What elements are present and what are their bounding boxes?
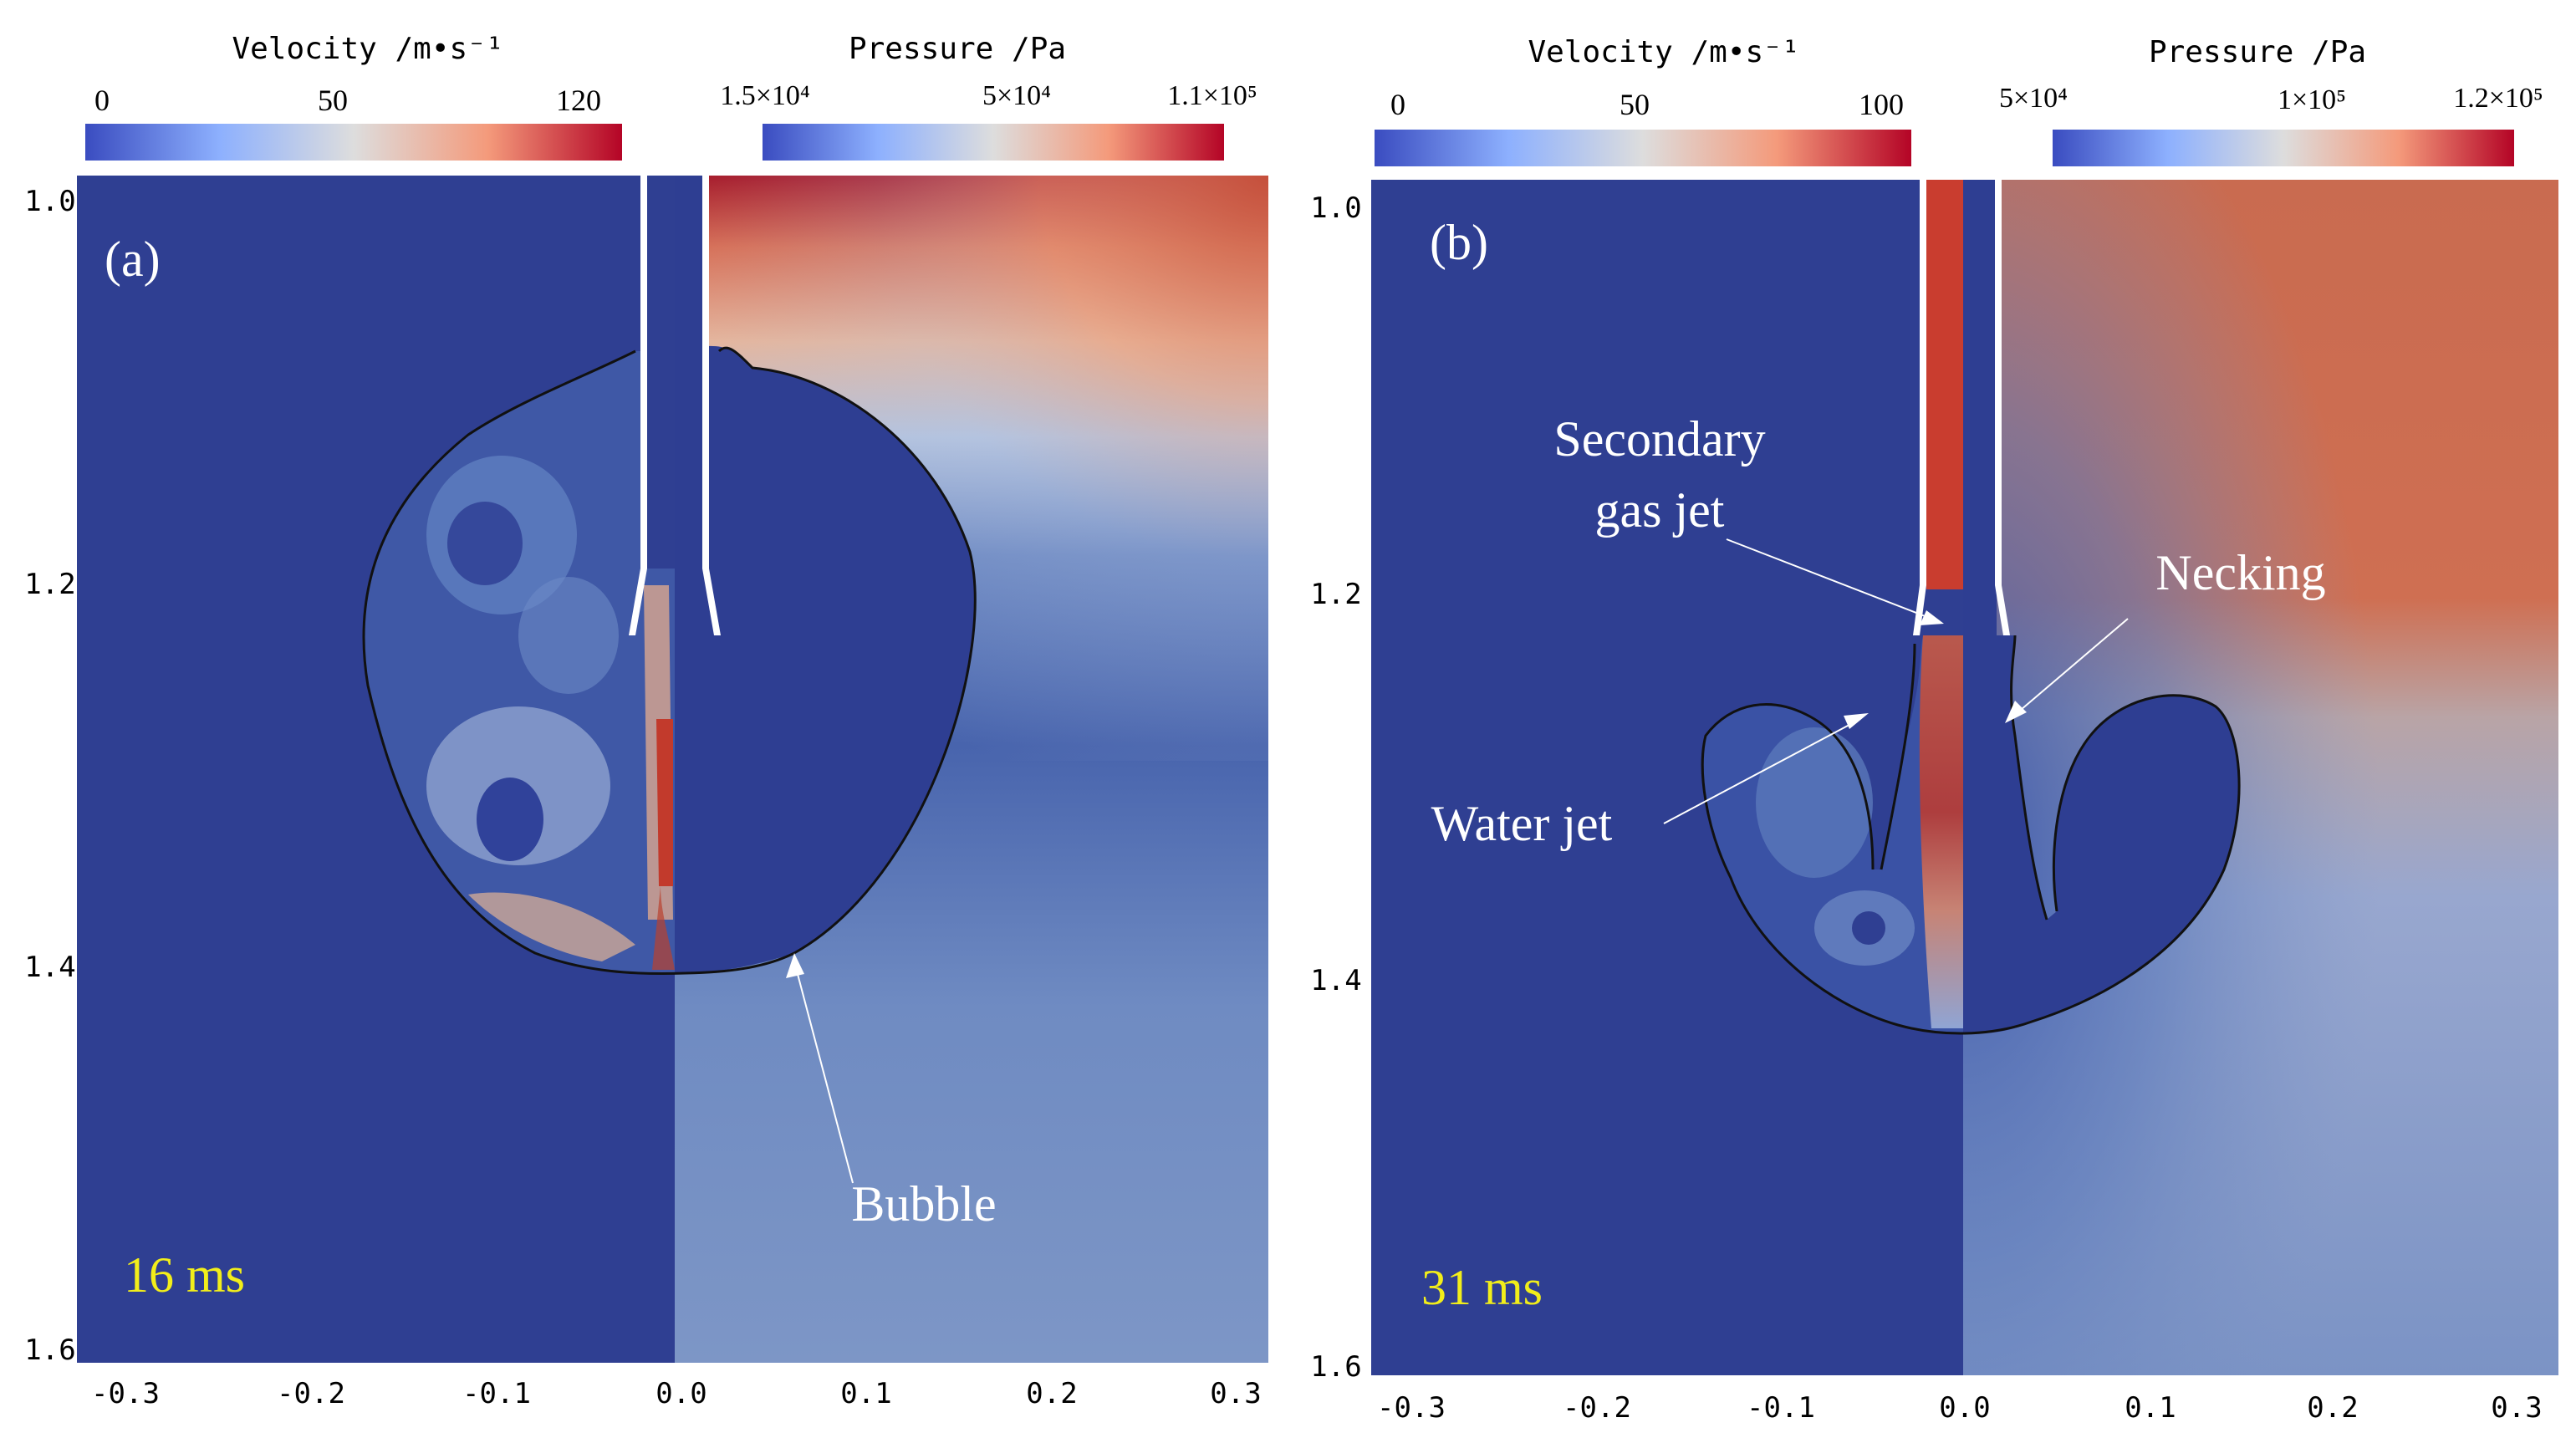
x-tick-b-2: -0.1 [1747, 1391, 1815, 1425]
x-tick-a-1: -0.2 [277, 1377, 345, 1410]
time-label-b: 31 ms [1421, 1260, 1543, 1315]
y-tick-b-0: 1.0 [1310, 191, 1361, 225]
water-jet-arrowhead [1844, 713, 1869, 729]
necking-arrow-line [2014, 618, 2129, 716]
velocity-colorbar-b [1375, 130, 1911, 166]
panel-b: Velocity /m•s⁻¹ Pressure /Pa 0 50 100 5×… [1310, 35, 2558, 1425]
pressure-colorbar-a [763, 124, 1224, 161]
x-tick-a-4: 0.1 [840, 1377, 891, 1410]
pressure-colorbar-b [2053, 130, 2514, 166]
nozzle-wall-right-a [702, 176, 721, 635]
y-tick-b-1: 1.2 [1310, 578, 1361, 611]
pressure-bar-title-a: Pressure /Pa [849, 32, 1066, 66]
panel-label-a: (a) [105, 232, 161, 287]
nozzle-wall-left-a [629, 176, 647, 635]
y-tick-a-0: 1.0 [24, 185, 75, 218]
x-tick-b-4: 0.1 [2125, 1391, 2176, 1425]
nozzle-jet-b [1926, 180, 1963, 589]
x-tick-b-5: 0.2 [2307, 1391, 2358, 1425]
bubble-arrow-line-a [793, 961, 854, 1184]
velocity-colorbar-a [85, 124, 622, 161]
bubble-right-b [1963, 635, 2240, 1034]
velocity-tick-a-1: 50 [318, 84, 348, 117]
velocity-bar-title-a: Velocity /m•s⁻¹ [232, 32, 503, 66]
x-tick-b-6: 0.3 [2491, 1391, 2542, 1425]
secondary-arrowhead [1920, 610, 1944, 625]
velocity-field-b [1371, 180, 1963, 1375]
time-label-a: 16 ms [124, 1247, 245, 1303]
secondary-annotation-line1: Secondary [1553, 411, 1765, 467]
velocity-tick-a-0: 0 [94, 84, 110, 117]
velocity-tick-b-2: 100 [1859, 88, 1904, 121]
velocity-tick-a-2: 120 [556, 84, 601, 117]
water-jet-arrow-line [1663, 718, 1861, 824]
secondary-arrow-line [1726, 538, 1932, 620]
y-tick-b-2: 1.4 [1310, 964, 1361, 997]
velocity-tick-b-0: 0 [1390, 88, 1405, 121]
pressure-tick-b-0: 5×10⁴ [1999, 83, 2068, 114]
necking-arrowhead [2005, 701, 2027, 723]
bubble-outline-a [362, 346, 977, 976]
x-tick-b-0: -0.3 [1377, 1391, 1446, 1425]
y-tick-a-2: 1.4 [24, 951, 75, 984]
y-tick-a-1: 1.2 [24, 568, 75, 601]
bubble-annotation-a: Bubble [851, 1176, 996, 1231]
pressure-bar-title-b: Pressure /Pa [2149, 35, 2366, 69]
y-tick-a-3: 1.6 [24, 1333, 75, 1367]
velocity-bar-title-b: Velocity /m•s⁻¹ [1528, 35, 1799, 69]
pressure-tick-b-2: 1.2×10⁵ [2453, 83, 2543, 114]
nozzle-wall-right-b [1995, 180, 2010, 635]
pressure-tick-b-1: 1×10⁵ [2278, 84, 2346, 115]
water-jet-annotation: Water jet [1431, 796, 1613, 851]
panel-a: Velocity /m•s⁻¹ Pressure /Pa 0 50 120 1.… [24, 32, 1268, 1410]
velocity-tick-b-1: 50 [1620, 88, 1650, 121]
pressure-tick-a-2: 1.1×10⁵ [1167, 80, 1257, 111]
panel-label-b: (b) [1430, 215, 1488, 270]
x-tick-a-3: 0.0 [655, 1377, 706, 1410]
bubble-outline-b [1701, 635, 2241, 1035]
x-tick-a-6: 0.3 [1210, 1377, 1261, 1410]
pressure-tick-a-0: 1.5×10⁴ [720, 80, 810, 111]
nozzle-wall-left-b [1913, 180, 1926, 635]
x-tick-a-2: -0.1 [462, 1377, 531, 1410]
x-tick-b-1: -0.2 [1563, 1391, 1631, 1425]
x-tick-a-5: 0.2 [1026, 1377, 1077, 1410]
pressure-tick-a-1: 5×10⁴ [982, 80, 1051, 111]
bubble-right-a [675, 345, 976, 974]
y-tick-b-3: 1.6 [1310, 1350, 1361, 1384]
x-tick-b-3: 0.0 [1939, 1391, 1990, 1425]
x-tick-a-0: -0.3 [91, 1377, 160, 1410]
necking-annotation: Necking [2155, 545, 2325, 600]
secondary-annotation-line2: gas jet [1595, 482, 1725, 538]
bubble-arrowhead-a [786, 953, 804, 978]
